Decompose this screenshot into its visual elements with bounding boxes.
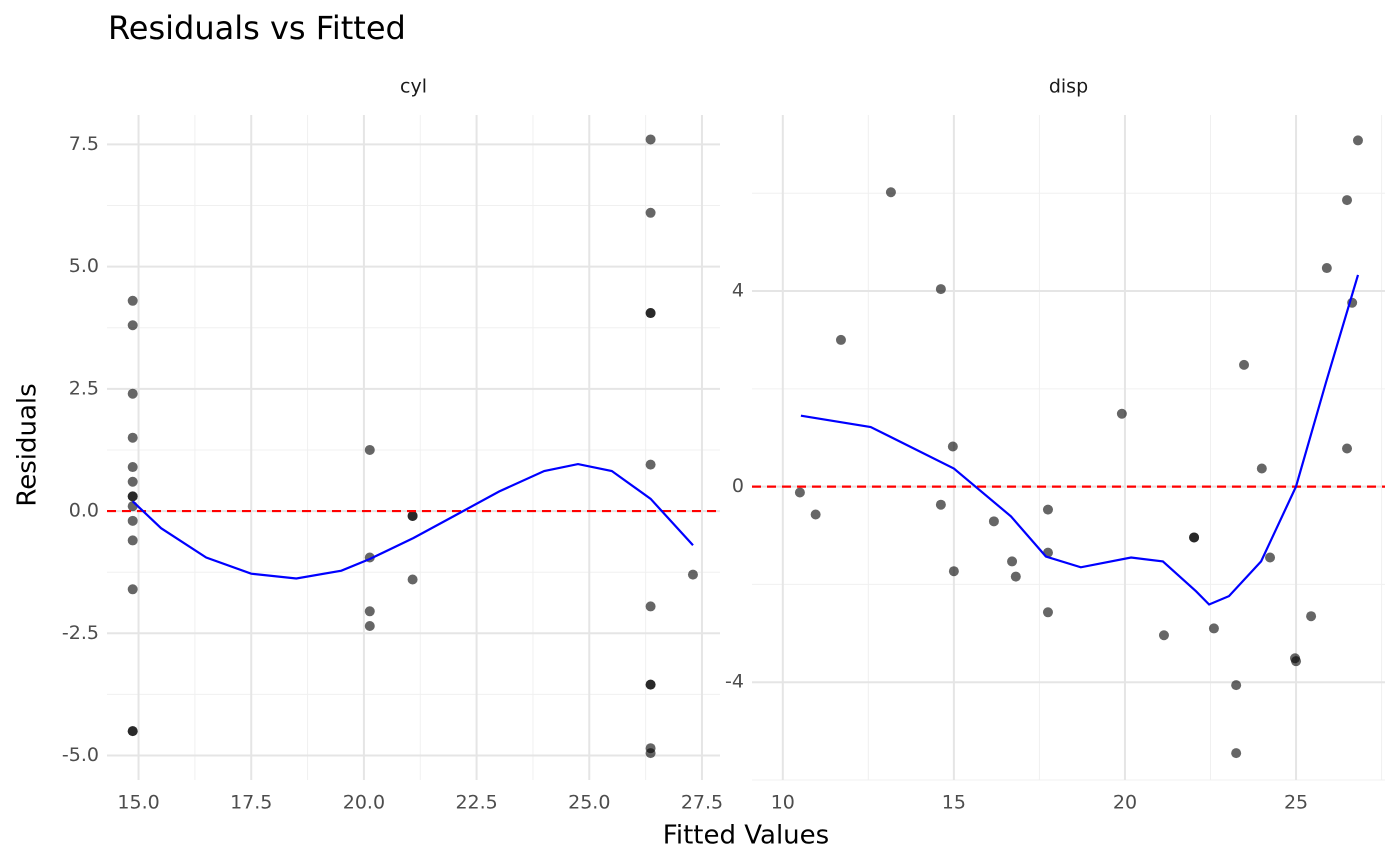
point xyxy=(127,515,138,526)
point xyxy=(127,295,138,306)
x-tick-label: 15 xyxy=(942,792,966,814)
point xyxy=(835,334,846,345)
point xyxy=(1007,556,1018,567)
point xyxy=(1321,263,1332,274)
point xyxy=(1208,623,1219,634)
point xyxy=(794,487,805,498)
y-tick-label: 0.0 xyxy=(69,500,99,522)
point xyxy=(364,606,375,617)
y-tick-label: -5.0 xyxy=(62,744,99,766)
point xyxy=(1306,611,1317,622)
point xyxy=(1158,630,1169,641)
y-tick-label: 4 xyxy=(732,280,744,302)
point xyxy=(407,510,418,521)
chart-title: Residuals vs Fitted xyxy=(108,9,406,47)
point xyxy=(364,444,375,455)
x-tick-label: 17.5 xyxy=(230,792,272,814)
point xyxy=(810,509,821,520)
point xyxy=(127,476,138,487)
smooth-line xyxy=(800,274,1360,606)
point xyxy=(885,187,896,198)
point xyxy=(1010,571,1021,582)
point xyxy=(127,535,138,546)
point xyxy=(947,441,958,452)
point xyxy=(948,566,959,577)
point xyxy=(127,462,138,473)
point xyxy=(645,207,656,218)
y-axis-title: Residuals xyxy=(13,383,43,506)
point xyxy=(645,134,656,145)
point xyxy=(1116,408,1127,419)
x-tick-label: 15.0 xyxy=(117,792,159,814)
point xyxy=(1239,359,1250,370)
point xyxy=(1342,443,1353,454)
point xyxy=(1231,748,1242,759)
point xyxy=(1231,680,1242,691)
point xyxy=(687,569,698,580)
point xyxy=(127,432,138,443)
y-tick-label: 0 xyxy=(732,475,744,497)
y-tick-label: -2.5 xyxy=(62,622,99,644)
x-tick-label: 27.5 xyxy=(681,792,723,814)
point xyxy=(1189,532,1200,543)
x-tick-label: 25 xyxy=(1284,792,1308,814)
x-tick-label: 25.0 xyxy=(568,792,610,814)
point xyxy=(127,584,138,595)
point xyxy=(935,284,946,295)
point xyxy=(1352,135,1363,146)
x-tick-label: 10 xyxy=(771,792,795,814)
point xyxy=(988,516,999,527)
x-tick-label: 20.0 xyxy=(343,792,385,814)
point xyxy=(407,574,418,585)
point xyxy=(1256,463,1267,474)
point xyxy=(645,679,656,690)
point xyxy=(364,620,375,631)
y-tick-label: -4 xyxy=(725,671,744,693)
point xyxy=(1265,552,1276,563)
point xyxy=(127,491,138,502)
point xyxy=(645,308,656,319)
point xyxy=(127,726,138,737)
x-axis-title: Fitted Values xyxy=(663,821,829,851)
point xyxy=(1291,656,1302,667)
x-tick-label: 22.5 xyxy=(455,792,497,814)
strip-label: disp xyxy=(1049,76,1088,98)
x-tick-label: 20 xyxy=(1113,792,1137,814)
smooth-line xyxy=(131,462,694,580)
point xyxy=(645,459,656,470)
point xyxy=(645,601,656,612)
y-tick-label: 5.0 xyxy=(69,255,99,277)
point xyxy=(935,499,946,510)
strip-label: cyl xyxy=(400,76,427,98)
y-tick-label: 7.5 xyxy=(69,133,99,155)
point xyxy=(1042,607,1053,618)
point xyxy=(1042,504,1053,515)
point xyxy=(127,320,138,331)
point xyxy=(127,388,138,399)
y-tick-label: 2.5 xyxy=(69,377,99,399)
point xyxy=(1342,195,1353,206)
point xyxy=(645,748,656,759)
